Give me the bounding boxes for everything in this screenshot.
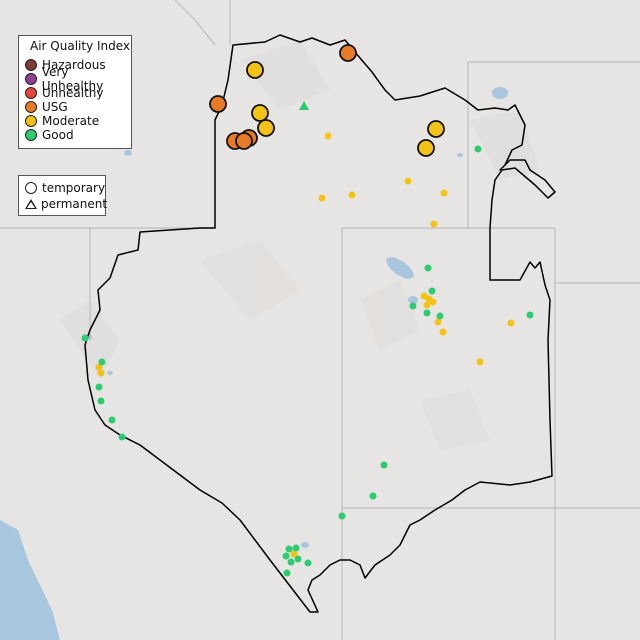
monitor-moderate[interactable] (427, 120, 445, 138)
legend-item-moderate: Moderate (25, 114, 99, 128)
legend-item-label: Very Unhealthy (41, 65, 104, 93)
circle-icon (25, 182, 37, 194)
legend-item-label: Hazardous (42, 58, 106, 72)
region-boundary (84, 34, 556, 613)
unhealthy-swatch (25, 87, 37, 99)
legend-item-permanent: permanent (25, 197, 107, 211)
legend-item-label: permanent (41, 197, 108, 211)
hazardous-swatch (25, 59, 37, 71)
monitor-good-permanent[interactable] (299, 101, 309, 110)
monitor-moderate[interactable] (246, 61, 264, 79)
monitor-usg[interactable] (235, 132, 253, 150)
very-unhealthy-swatch (25, 73, 37, 85)
monitor-usg[interactable] (209, 95, 227, 113)
legend-item-label: Good (42, 128, 74, 142)
monitor-type-legend: temporary permanent (18, 175, 107, 216)
monitor-moderate[interactable] (417, 139, 435, 157)
legend-item-label: Moderate (42, 114, 100, 128)
monitors (81, 44, 534, 577)
monitor-moderate[interactable] (251, 104, 269, 122)
legend-item-very-unhealthy: Very Unhealthy (25, 65, 131, 93)
ocean (0, 520, 60, 640)
good-swatch (25, 129, 37, 141)
moderate-swatch (25, 115, 37, 127)
triangle-icon (25, 199, 37, 209)
aqi-legend: Air Quality Index Hazardous Very Unhealt… (18, 35, 132, 149)
legend-title: Air Quality Index (30, 39, 131, 53)
terrain-shading (60, 40, 540, 450)
usg-swatch (25, 101, 37, 113)
monitor-usg[interactable] (339, 44, 357, 62)
legend-item-label: Unhealthy (42, 86, 104, 100)
legend-item-hazardous: Hazardous (25, 58, 106, 72)
lakes (84, 87, 508, 548)
legend-item-temporary: temporary (25, 181, 105, 195)
legend-item-label: temporary (42, 181, 106, 195)
legend-item-usg: USG (25, 100, 68, 114)
legend-item-label: USG (42, 100, 68, 114)
legend-item-unhealthy: Unhealthy (25, 86, 103, 100)
monitor-moderate[interactable] (257, 119, 275, 137)
legend-item-good: Good (25, 128, 74, 142)
